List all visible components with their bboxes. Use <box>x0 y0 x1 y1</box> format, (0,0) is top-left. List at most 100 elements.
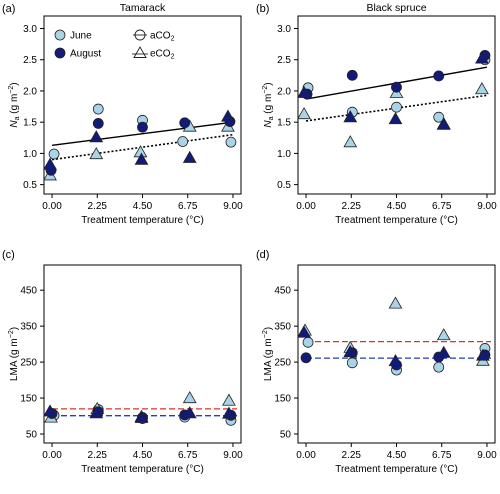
panel-label: (d) <box>256 249 269 261</box>
x-tick-label: 9.00 <box>477 450 497 461</box>
x-tick-label: 4.50 <box>133 201 153 212</box>
x-tick-label: 9.00 <box>477 201 497 212</box>
x-tick-label: 6.75 <box>178 201 198 212</box>
data-point-august-eco2 <box>222 406 236 419</box>
y-tick-label: 350 <box>274 322 291 333</box>
x-tick-label: 2.25 <box>342 201 362 212</box>
y-axis-title: Na (g m−2) <box>262 82 275 127</box>
legend-august-marker <box>54 47 66 59</box>
x-tick-label: 6.75 <box>432 201 452 212</box>
data-point-june-eco2 <box>182 391 197 404</box>
data-point-august-eco2 <box>297 85 311 98</box>
y-axis-close: ) <box>9 327 20 330</box>
y-tick-label: 0.5 <box>23 180 37 191</box>
x-tick-label: 9.00 <box>223 450 243 461</box>
y-axis-exponent: −2 <box>8 330 15 338</box>
y-axis-main: N <box>263 120 274 128</box>
data-point-august-aco2 <box>433 70 445 82</box>
data-point-august-eco2 <box>476 348 490 361</box>
data-point-august-eco2 <box>89 130 104 143</box>
panel-title: Tamarack <box>120 2 166 14</box>
y-tick-label: 2.0 <box>23 86 37 97</box>
panel-label: (b) <box>256 3 269 15</box>
y-tick-label: 450 <box>20 286 37 297</box>
x-tick-label: 0.00 <box>42 201 62 212</box>
x-axis-title: Treatment temperature (°C) <box>335 215 458 226</box>
y-axis-title: Na (g m−2) <box>8 82 21 127</box>
legend-eco2-sub: 2 <box>171 54 175 61</box>
x-tick-label: 4.50 <box>133 450 153 461</box>
y-tick-label: 2.5 <box>277 55 291 66</box>
data-point-august-eco2 <box>43 157 57 170</box>
data-point-august-eco2 <box>475 51 489 64</box>
x-axis-title: Treatment temperature (°C) <box>81 215 204 226</box>
data-point-august-eco2 <box>343 110 358 123</box>
y-axis-close: ) <box>263 82 274 85</box>
y-tick-label: 0.5 <box>277 180 291 191</box>
panel-a: (a) Tamarack 0.00 2.25 4.50 6.75 9.00 0.5 1.0 1.5… <box>2 2 243 226</box>
y-axis-unit: (g m <box>9 94 20 117</box>
fit-line-dotted <box>51 133 234 161</box>
panel-b: (b) Black spruce 0.00 2.25 4.50 6.75 9.00 0.5 1.… <box>256 2 497 226</box>
y-axis-exponent: −2 <box>262 330 269 338</box>
data-point-june-aco2 <box>92 103 104 115</box>
data-point-august-aco2 <box>346 69 358 81</box>
x-tick-label: 2.25 <box>88 201 108 212</box>
data-point-june-aco2 <box>346 357 358 369</box>
data-point-august-eco2 <box>43 404 57 417</box>
fit-line-dotted <box>305 94 488 122</box>
x-tick-label: 9.00 <box>223 201 243 212</box>
y-tick-label: 50 <box>26 430 38 441</box>
plot-frame <box>297 264 496 444</box>
y-tick-label: 1.0 <box>277 149 291 160</box>
data-point-august-aco2 <box>92 118 104 129</box>
y-axis-exponent: −2 <box>262 86 269 94</box>
x-tick-label: 6.75 <box>432 450 452 461</box>
data-point-august-eco2 <box>388 112 403 125</box>
legend-aco2-text: aCO <box>150 31 171 42</box>
y-tick-label: 3.0 <box>23 24 37 35</box>
panel-d: (d) 0.00 2.25 4.50 6.75 9.00 50 150 250 350 450 Tre… <box>256 249 497 475</box>
y-axis-unit: (g m <box>263 94 274 117</box>
data-point-august-eco2 <box>182 406 197 419</box>
x-tick-label: 4.50 <box>387 450 407 461</box>
data-point-june-eco2 <box>222 393 236 406</box>
y-axis-main: N <box>9 120 20 128</box>
legend-august-label: August <box>70 49 101 60</box>
data-point-august-aco2 <box>391 81 402 93</box>
legend-aco2-sub: 2 <box>171 36 175 43</box>
panel-title: Black spruce <box>366 2 426 14</box>
y-axis-close: ) <box>9 82 20 85</box>
y-axis-exponent: −2 <box>8 86 15 94</box>
y-tick-label: 1.5 <box>277 118 291 129</box>
data-point-june-aco2 <box>302 336 314 348</box>
y-axis-main: LMA <box>9 360 20 381</box>
x-tick-label: 0.00 <box>296 201 316 212</box>
data-point-august-eco2 <box>297 325 311 338</box>
y-tick-label: 350 <box>20 322 37 333</box>
data-point-august-eco2 <box>134 410 149 423</box>
data-point-june-eco2 <box>436 328 451 341</box>
data-point-august-eco2 <box>436 117 451 130</box>
y-axis-subscript: a <box>14 116 21 120</box>
data-point-june-eco2 <box>475 82 489 95</box>
y-axis-title: LMA (g m−2) <box>8 327 20 381</box>
y-axis-unit: (g m <box>263 338 274 361</box>
legend-june-marker <box>54 29 66 41</box>
data-point-august-eco2 <box>388 354 403 367</box>
y-axis-unit: (g m <box>9 338 20 361</box>
x-tick-label: 6.75 <box>178 450 198 461</box>
panel-c: (c) 0.00 2.25 4.50 6.75 9.00 50 150 250 350 450 Tre… <box>2 249 243 475</box>
data-point-august-eco2 <box>89 406 104 419</box>
legend-eco2-marker <box>133 46 147 58</box>
data-point-june-aco2 <box>177 136 189 147</box>
data-point-august-aco2 <box>137 121 148 133</box>
y-tick-label: 450 <box>274 286 291 297</box>
y-tick-label: 50 <box>280 430 292 441</box>
data-point-august-aco2 <box>300 352 312 364</box>
y-axis-main: LMA <box>263 360 274 381</box>
x-tick-label: 0.00 <box>296 450 316 461</box>
x-tick-label: 0.00 <box>42 450 62 461</box>
data-point-august-eco2 <box>221 109 235 122</box>
data-point-june-eco2 <box>297 107 311 120</box>
